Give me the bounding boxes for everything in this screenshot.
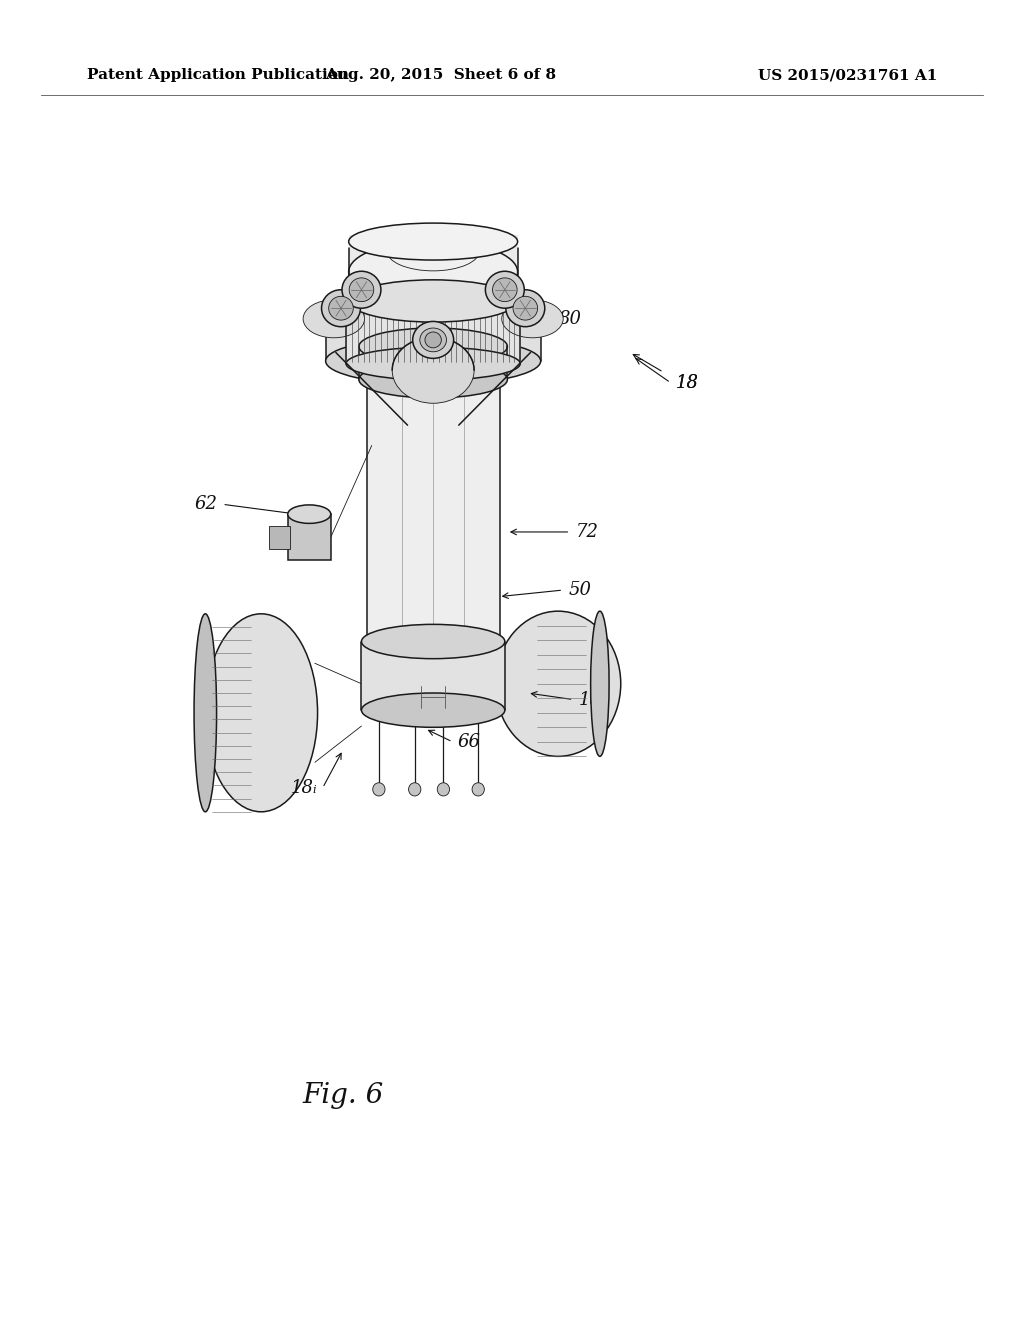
Ellipse shape (358, 327, 508, 364)
Ellipse shape (288, 506, 331, 524)
Ellipse shape (506, 289, 545, 326)
Text: US 2015/0231761 A1: US 2015/0231761 A1 (758, 69, 937, 82)
Ellipse shape (437, 783, 450, 796)
Bar (346, 290, 520, 363)
Text: 72: 72 (575, 523, 598, 541)
Ellipse shape (348, 240, 517, 304)
Bar (288, 513, 331, 560)
Ellipse shape (472, 783, 484, 796)
Ellipse shape (373, 783, 385, 796)
Ellipse shape (367, 631, 500, 663)
Ellipse shape (591, 611, 609, 756)
Text: 18ᵢ: 18ᵢ (291, 779, 317, 797)
Ellipse shape (493, 277, 517, 301)
Text: 50: 50 (568, 581, 591, 599)
Text: 80: 80 (559, 310, 582, 329)
Ellipse shape (346, 347, 520, 380)
Ellipse shape (349, 277, 374, 301)
Ellipse shape (361, 693, 505, 727)
Ellipse shape (348, 223, 517, 260)
Text: 18ₒ: 18ₒ (579, 690, 608, 709)
Ellipse shape (361, 624, 505, 659)
Ellipse shape (392, 337, 474, 404)
Text: Patent Application Publication: Patent Application Publication (87, 69, 349, 82)
Bar (358, 346, 507, 380)
Ellipse shape (346, 275, 520, 308)
Ellipse shape (195, 614, 217, 812)
Ellipse shape (348, 280, 517, 322)
Ellipse shape (420, 327, 446, 351)
Ellipse shape (358, 360, 508, 399)
Ellipse shape (413, 321, 454, 359)
Text: 66: 66 (458, 733, 480, 751)
Ellipse shape (329, 296, 353, 319)
Bar (269, 525, 290, 549)
Text: Aug. 20, 2015  Sheet 6 of 8: Aug. 20, 2015 Sheet 6 of 8 (325, 69, 556, 82)
Ellipse shape (322, 289, 360, 326)
Ellipse shape (342, 271, 381, 308)
Ellipse shape (513, 296, 538, 319)
Text: Fig. 6: Fig. 6 (302, 1082, 384, 1109)
Ellipse shape (205, 614, 317, 812)
Bar (367, 380, 500, 647)
Bar (348, 235, 517, 301)
Ellipse shape (485, 271, 524, 308)
Ellipse shape (326, 296, 541, 342)
Ellipse shape (326, 337, 541, 385)
Ellipse shape (409, 783, 421, 796)
Ellipse shape (502, 300, 563, 338)
Text: 18: 18 (676, 374, 698, 392)
Ellipse shape (425, 333, 441, 347)
Bar (361, 642, 505, 710)
Text: 18: 18 (676, 374, 698, 392)
Ellipse shape (496, 611, 621, 756)
Ellipse shape (367, 363, 500, 396)
Ellipse shape (303, 300, 365, 338)
Bar (326, 318, 541, 360)
Text: 62: 62 (195, 495, 217, 513)
